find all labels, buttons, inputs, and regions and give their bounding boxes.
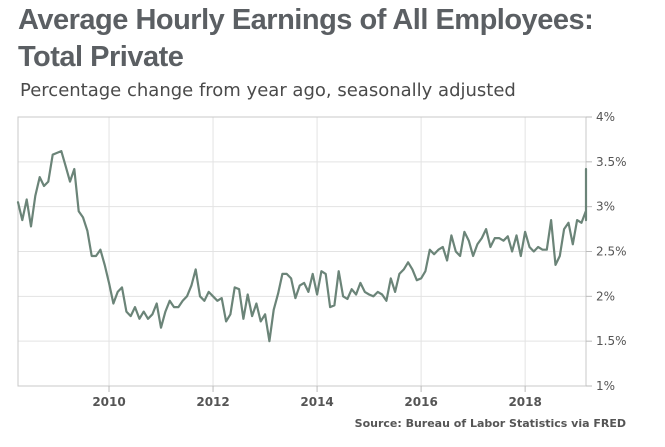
y-tick-label: 1.5% (596, 334, 627, 348)
x-tick-label: 2010 (92, 395, 125, 409)
chart-title-line-2: Total Private (18, 41, 184, 73)
x-tick-label: 2014 (300, 395, 333, 409)
source-note: Source: Bureau of Labor Statistics via F… (355, 417, 626, 430)
chart-title-line-1: Average Hourly Earnings of All Employees… (18, 4, 594, 36)
series-line (16, 150, 588, 343)
y-tick-label: 2% (596, 289, 615, 303)
gridlines (18, 116, 586, 387)
chart-title: Average Hourly Earnings of All Employees… (18, 2, 658, 76)
x-tick-label: 2016 (404, 395, 437, 409)
chart-subtitle: Percentage change from year ago, seasona… (20, 80, 516, 101)
x-tick-label: 2012 (196, 395, 229, 409)
x-tick-label: 2018 (508, 395, 541, 409)
y-tick-label: 3% (596, 200, 615, 214)
y-tick-label: 1% (596, 379, 615, 393)
y-tick-label: 4% (596, 110, 615, 124)
x-axis: 2010 2012 2014 2016 2018 (92, 386, 542, 409)
y-tick-label: 2.5% (596, 245, 627, 259)
series (16, 150, 588, 343)
y-tick-label: 3.5% (596, 155, 627, 169)
y-axis: 1% 1.5% 2% 2.5% 3% 3.5% 4% (586, 110, 627, 393)
